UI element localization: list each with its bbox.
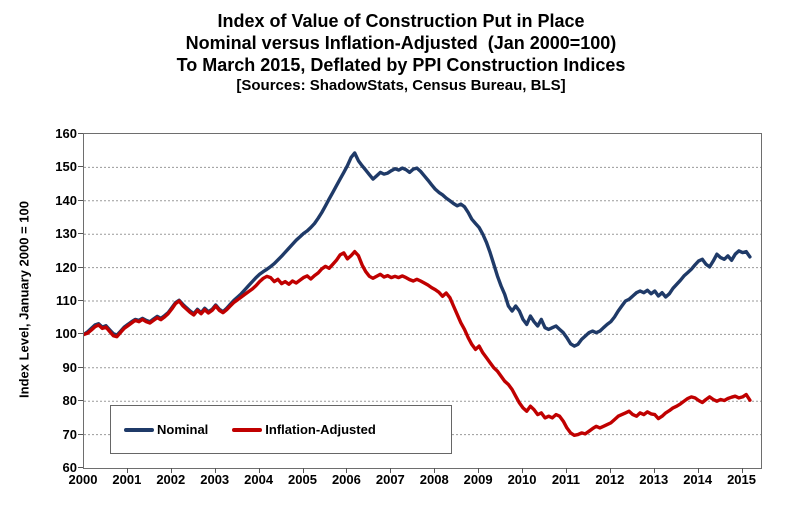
y-tick-mark-140 xyxy=(78,199,83,201)
x-tick-mark-2001 xyxy=(126,468,128,473)
x-tick-mark-2012 xyxy=(609,468,611,473)
x-tick-label-2008: 2008 xyxy=(419,472,449,487)
y-tick-mark-110 xyxy=(78,300,83,301)
x-tick-label-2005: 2005 xyxy=(288,472,317,487)
x-tick-label-2006: 2006 xyxy=(331,472,361,487)
x-tick-label-2007: 2007 xyxy=(375,472,405,487)
chart-title-block: Index of Value of Construction Put in Pl… xyxy=(0,10,802,95)
x-tick-mark-2015 xyxy=(741,468,743,473)
x-tick-label-2013: 2013 xyxy=(639,472,669,487)
x-tick-mark-2006 xyxy=(346,468,348,473)
x-tick-label-2002: 2002 xyxy=(156,472,186,487)
chart-title-line-1: Index of Value of Construction Put in Pl… xyxy=(217,11,585,31)
x-tick-mark-2003 xyxy=(214,468,216,473)
y-tick-label-120: 120 xyxy=(55,259,77,275)
x-tick-mark-2009 xyxy=(478,468,480,473)
y-tick-label-70: 70 xyxy=(62,426,77,442)
y-tick-label-60: 60 xyxy=(62,460,77,475)
gridlines xyxy=(84,166,761,436)
chart-title-line-2: Nominal versus Inflation-Adjusted (Jan 2… xyxy=(185,33,617,53)
x-tick-mark-2014 xyxy=(697,468,699,473)
y-tick-mark-120 xyxy=(78,266,83,268)
x-tick-mark-2004 xyxy=(258,468,260,473)
legend-label-inflation-adjusted: Inflation-Adjusted xyxy=(265,422,376,437)
y-tick-mark-80 xyxy=(78,400,83,402)
x-tick-mark-2008 xyxy=(434,468,436,473)
chart-title-line-3: To March 2015, Deflated by PPI Construct… xyxy=(176,55,626,75)
y-tick-mark-130 xyxy=(78,233,83,235)
series-line-nominal xyxy=(84,151,752,348)
x-tick-mark-2011 xyxy=(565,468,567,473)
legend-item-nominal: Nominal xyxy=(124,422,208,437)
x-tick-label-2015: 2015 xyxy=(727,472,756,487)
y-tick-label-90: 90 xyxy=(62,359,77,375)
x-tick-mark-2013 xyxy=(653,468,655,473)
y-tick-label-80: 80 xyxy=(62,393,77,409)
x-tick-label-2004: 2004 xyxy=(244,472,274,487)
y-axis-title: Index Level, January 2000 = 100 xyxy=(16,201,32,398)
x-tick-mark-2007 xyxy=(390,468,392,473)
y-tick-label-150: 150 xyxy=(55,159,77,175)
nominal-line-swatch xyxy=(124,427,154,432)
chart-source-line: [Sources: ShadowStats, Census Bureau, BL… xyxy=(236,77,566,94)
x-tick-label-2010: 2010 xyxy=(507,472,537,487)
x-tick-mark-2002 xyxy=(170,468,172,473)
y-tick-label-110: 110 xyxy=(56,293,77,308)
y-tick-mark-150 xyxy=(78,166,83,168)
y-tick-mark-100 xyxy=(78,333,83,335)
inflation-adjusted-line-swatch xyxy=(232,427,263,432)
y-tick-label-100: 100 xyxy=(55,326,77,342)
x-tick-label-2000: 2000 xyxy=(68,472,98,487)
x-tick-label-2012: 2012 xyxy=(595,472,625,487)
x-tick-mark-2005 xyxy=(302,468,304,473)
x-tick-label-2001: 2001 xyxy=(112,472,142,487)
x-tick-label-2011: 2011 xyxy=(551,472,581,487)
y-tick-label-130: 130 xyxy=(55,226,77,242)
y-tick-mark-90 xyxy=(78,366,83,368)
series-line-inflation-adjusted xyxy=(84,249,752,437)
x-tick-label-2014: 2014 xyxy=(683,472,713,487)
legend-item-inflation-adjusted: Inflation-Adjusted xyxy=(232,422,376,437)
legend-box: Nominal Inflation-Adjusted xyxy=(110,405,452,454)
x-tick-mark-2010 xyxy=(522,468,524,473)
x-tick-label-2009: 2009 xyxy=(463,472,493,487)
x-tick-label-2003: 2003 xyxy=(200,472,230,487)
y-tick-label-160: 160 xyxy=(55,126,77,141)
y-tick-mark-160 xyxy=(78,133,83,134)
y-tick-mark-60 xyxy=(78,467,83,468)
legend-label-nominal: Nominal xyxy=(157,422,209,437)
y-tick-mark-70 xyxy=(78,433,83,435)
y-tick-label-140: 140 xyxy=(55,192,77,208)
